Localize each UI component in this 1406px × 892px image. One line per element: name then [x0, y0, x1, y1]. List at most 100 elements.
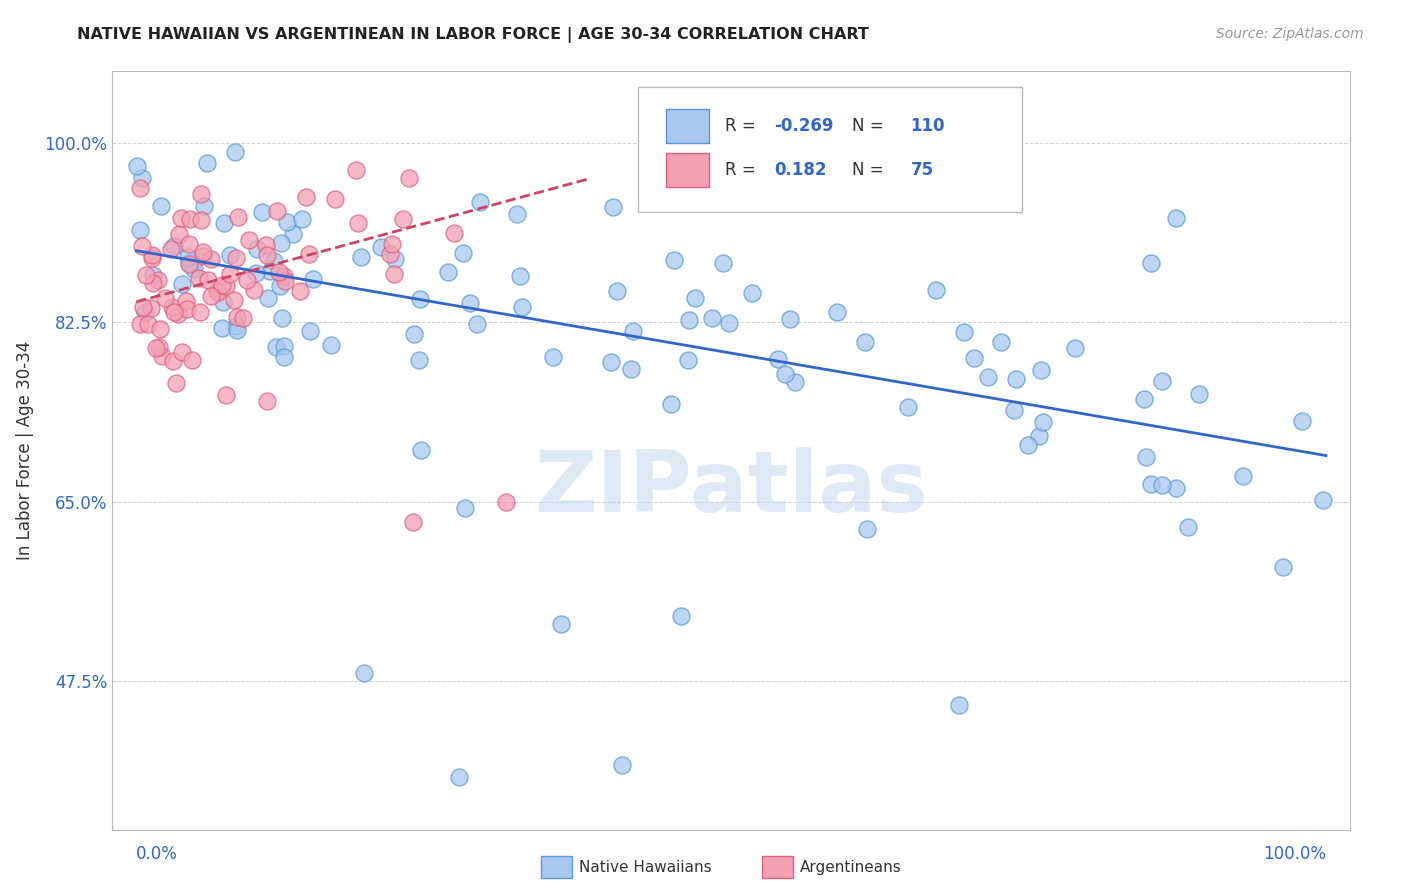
- Point: [271, 310, 294, 325]
- Point: [897, 400, 920, 414]
- Point: [211, 277, 233, 292]
- Point: [224, 145, 246, 160]
- Point: [948, 698, 970, 713]
- Point: [344, 162, 367, 177]
- Point: [302, 271, 325, 285]
- Point: [188, 305, 211, 319]
- Point: [378, 247, 401, 261]
- Y-axis label: In Labor Force | Age 30-34: In Labor Force | Age 30-34: [15, 341, 34, 560]
- Point: [254, 238, 277, 252]
- Point: [1177, 520, 1199, 534]
- Point: [1312, 493, 1334, 508]
- Point: [193, 249, 215, 263]
- Point: [132, 300, 155, 314]
- Point: [246, 242, 269, 256]
- Point: [135, 268, 157, 283]
- Point: [347, 216, 370, 230]
- Point: [952, 325, 974, 339]
- Point: [228, 210, 250, 224]
- Point: [195, 156, 218, 170]
- Text: ZIPatlas: ZIPatlas: [534, 447, 928, 530]
- Point: [263, 254, 285, 268]
- Point: [319, 338, 342, 352]
- Point: [259, 264, 281, 278]
- Point: [180, 352, 202, 367]
- Point: [134, 305, 156, 319]
- Point: [353, 666, 375, 681]
- Point: [370, 240, 392, 254]
- Point: [1139, 256, 1161, 270]
- Text: 0.0%: 0.0%: [136, 845, 179, 863]
- Point: [678, 313, 700, 327]
- Point: [142, 277, 165, 291]
- Point: [711, 256, 734, 270]
- Point: [620, 362, 643, 376]
- Point: [382, 267, 405, 281]
- Point: [215, 279, 238, 293]
- Point: [509, 269, 531, 284]
- Point: [1164, 482, 1187, 496]
- Point: [1017, 438, 1039, 452]
- Point: [512, 300, 534, 314]
- Point: [1135, 450, 1157, 465]
- Point: [550, 617, 572, 632]
- Point: [398, 171, 420, 186]
- Point: [222, 293, 245, 307]
- Point: [291, 211, 314, 226]
- Point: [1188, 387, 1211, 401]
- Point: [273, 339, 295, 353]
- Point: [678, 353, 700, 368]
- Point: [225, 310, 247, 325]
- Text: NATIVE HAWAIIAN VS ARGENTINEAN IN LABOR FORCE | AGE 30-34 CORRELATION CHART: NATIVE HAWAIIAN VS ARGENTINEAN IN LABOR …: [77, 27, 869, 43]
- Point: [129, 223, 152, 237]
- Point: [855, 334, 877, 349]
- Point: [437, 265, 460, 279]
- Bar: [665, 110, 709, 144]
- Point: [177, 251, 200, 265]
- Point: [163, 305, 186, 319]
- Point: [163, 238, 186, 252]
- Point: [741, 286, 763, 301]
- Text: N =: N =: [852, 117, 889, 135]
- Point: [176, 301, 198, 316]
- Point: [977, 370, 1000, 384]
- Point: [1140, 476, 1163, 491]
- Point: [172, 277, 194, 291]
- Point: [141, 301, 163, 315]
- Text: 100.0%: 100.0%: [1263, 845, 1326, 863]
- Point: [179, 211, 201, 226]
- Point: [409, 292, 432, 306]
- Point: [495, 494, 517, 508]
- Point: [718, 316, 741, 330]
- Point: [408, 352, 430, 367]
- Point: [1150, 374, 1173, 388]
- Point: [197, 273, 219, 287]
- Point: [200, 289, 222, 303]
- Point: [128, 317, 150, 331]
- Text: Native Hawaiians: Native Hawaiians: [579, 860, 711, 874]
- Point: [468, 195, 491, 210]
- Point: [785, 375, 807, 389]
- Point: [162, 354, 184, 368]
- Point: [236, 273, 259, 287]
- Point: [226, 322, 249, 336]
- Point: [924, 283, 946, 297]
- Point: [190, 186, 212, 201]
- Point: [225, 319, 247, 334]
- Point: [269, 279, 291, 293]
- Point: [274, 274, 297, 288]
- Point: [191, 244, 214, 259]
- Point: [152, 349, 174, 363]
- Point: [153, 291, 176, 305]
- Point: [128, 181, 150, 195]
- Point: [190, 213, 212, 227]
- Point: [214, 216, 236, 230]
- Point: [273, 269, 295, 284]
- Point: [402, 326, 425, 341]
- Point: [350, 250, 373, 264]
- Point: [411, 443, 433, 458]
- Point: [465, 317, 488, 331]
- Text: 0.182: 0.182: [775, 161, 827, 179]
- Text: R =: R =: [725, 161, 761, 179]
- Point: [270, 235, 292, 250]
